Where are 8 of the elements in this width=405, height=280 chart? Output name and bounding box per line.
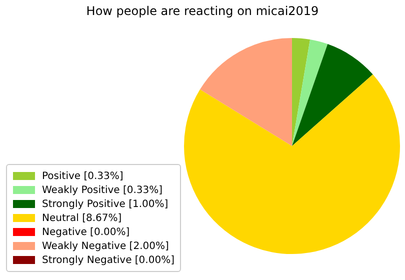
legend-label: Neutral [8.67%] xyxy=(42,212,122,224)
legend-label: Weakly Negative [2.00%] xyxy=(42,240,169,252)
legend-label: Negative [0.00%] xyxy=(42,226,130,238)
legend-label: Strongly Positive [1.00%] xyxy=(42,198,168,210)
legend-label: Weakly Positive [0.33%] xyxy=(42,184,163,196)
legend-label: Positive [0.33%] xyxy=(42,170,124,182)
legend-label: Strongly Negative [0.00%] xyxy=(42,254,174,266)
chart-title: How people are reacting on micai2019 xyxy=(85,4,320,18)
